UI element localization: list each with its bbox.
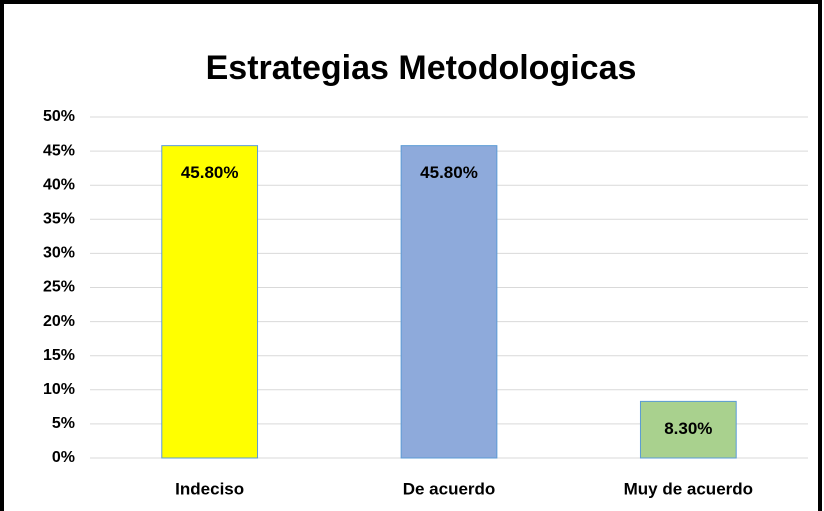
- data-label: 8.30%: [664, 419, 712, 438]
- y-tick-label: 25%: [43, 279, 75, 296]
- y-tick-label: 45%: [43, 142, 75, 159]
- data-label: 45.80%: [181, 163, 239, 182]
- y-tick-label: 50%: [43, 108, 75, 125]
- bar: [400, 145, 498, 459]
- y-tick-label: 30%: [43, 245, 75, 262]
- x-tick-label: Indeciso: [175, 479, 244, 498]
- y-tick-label: 5%: [52, 415, 75, 432]
- y-tick-label: 10%: [43, 381, 75, 398]
- data-label: 45.80%: [420, 163, 478, 182]
- x-tick-label: Muy de acuerdo: [624, 479, 753, 498]
- y-tick-label: 40%: [43, 176, 75, 193]
- y-tick-label: 15%: [43, 347, 75, 364]
- y-tick-label: 35%: [43, 211, 75, 228]
- bar: [161, 145, 259, 459]
- x-tick-label: De acuerdo: [403, 479, 496, 498]
- y-tick-label: 0%: [52, 449, 75, 466]
- bar: [639, 400, 737, 459]
- y-tick-label: 20%: [43, 313, 75, 330]
- chart-title: Estrategias Metodologicas: [206, 49, 637, 87]
